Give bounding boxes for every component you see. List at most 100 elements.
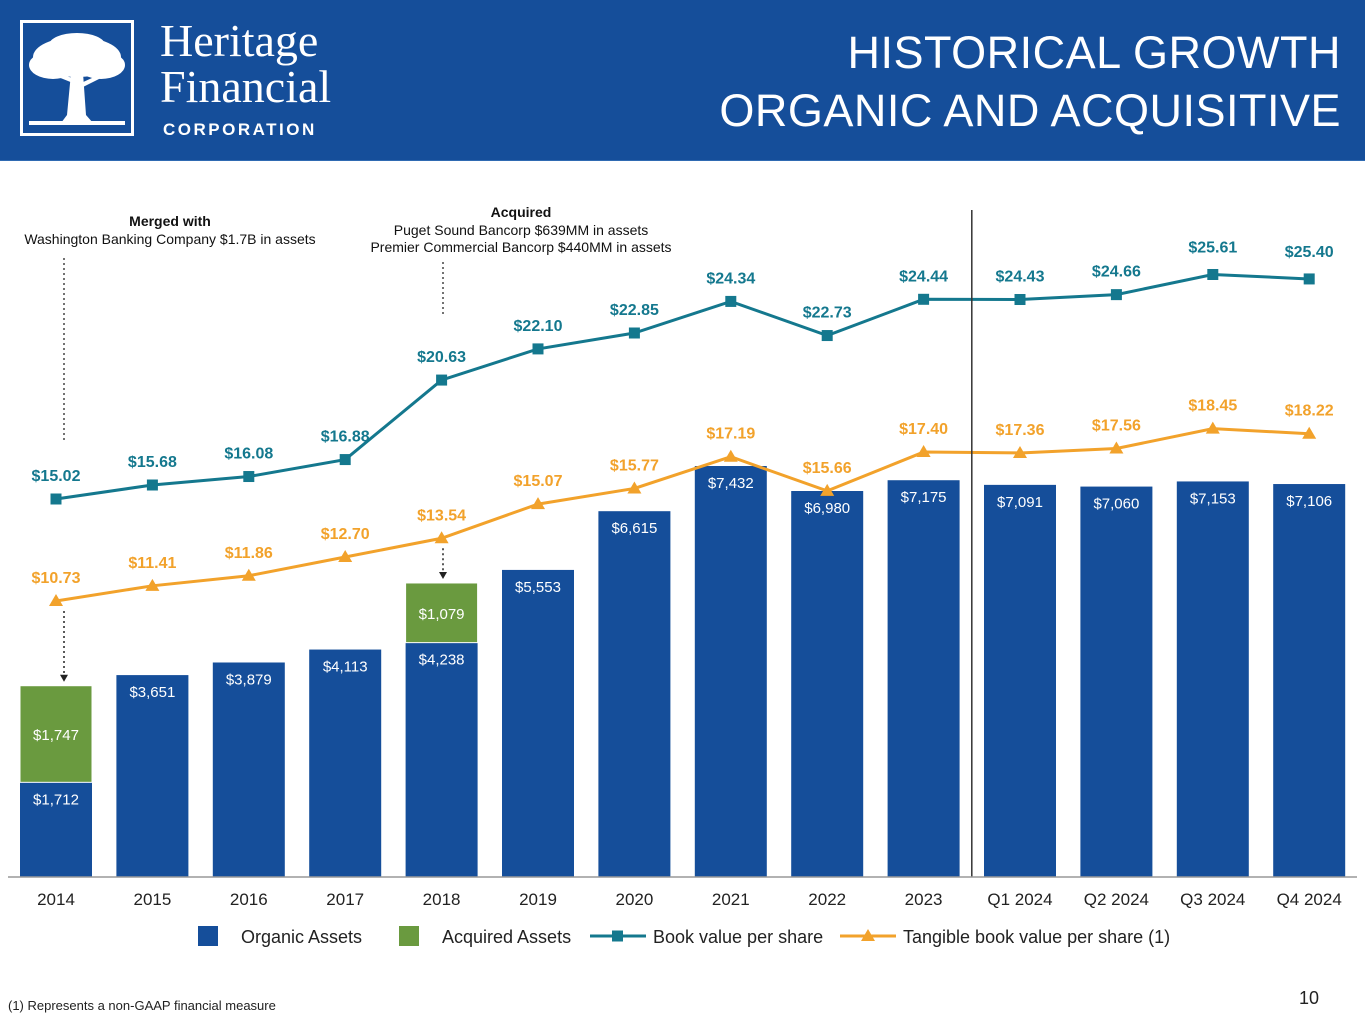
logo-line-1: Heritage: [160, 15, 319, 66]
x-tick-2015: 2015: [133, 890, 171, 909]
bvps-label-2017: $16.88: [321, 429, 370, 446]
organic-label-2020: $6,615: [611, 520, 657, 537]
tbvps-point-2018: [434, 531, 449, 544]
organic-label-q3-2024: $7,153: [1190, 490, 1236, 507]
tbvps-point-2015: [145, 578, 160, 591]
organic-label-2014: $1,712: [33, 791, 79, 808]
logo-wordmark: Heritage Financial: [160, 18, 331, 110]
bvps-point-q1-2024: [1014, 294, 1026, 306]
bvps-label-2014: $15.02: [32, 468, 81, 485]
tbvps-point-q2-2024: [1109, 441, 1124, 454]
bvps-label-q1-2024: $24.43: [996, 269, 1045, 286]
bvps-point-2018: [436, 374, 448, 386]
organic-label-q4-2024: $7,106: [1286, 493, 1332, 510]
bvps-point-2023: [918, 293, 930, 305]
bvps-point-2016: [243, 471, 255, 483]
x-tick-q2-2024: Q2 2024: [1084, 890, 1149, 909]
organic-bar-2018: [405, 642, 478, 877]
organic-bar-q4-2024: [1273, 484, 1346, 877]
bvps-label-2016: $16.08: [224, 446, 273, 463]
bvps-point-2014: [50, 493, 62, 505]
logo-line-2: Financial: [160, 61, 332, 112]
page-number: 10: [1298, 988, 1319, 1008]
organic-bar-2019: [502, 569, 574, 877]
x-tick-2018: 2018: [423, 890, 461, 909]
title-line-1: HISTORICAL GROWTH: [847, 27, 1341, 78]
organic-bar-q2-2024: [1080, 486, 1153, 877]
bvps-label-q2-2024: $24.66: [1092, 264, 1141, 281]
tbvps-label-2018: $13.54: [417, 507, 466, 524]
bvps-label-2023: $24.44: [899, 268, 948, 285]
organic-label-q1-2024: $7,091: [997, 494, 1043, 511]
growth-chart: Merged with Washington Banking Company $1…: [8, 204, 1357, 947]
organic-label-2016: $3,879: [226, 671, 272, 688]
x-tick-2021: 2021: [712, 890, 750, 909]
tbvps-point-2017: [338, 550, 353, 563]
annotation-2014-arrowhead: [60, 674, 68, 682]
annotation-2014-line-1: Washington Banking Company $1.7B in asse…: [24, 231, 315, 247]
tbvps-label-q2-2024: $17.56: [1092, 417, 1141, 434]
bvps-label-q4-2024: $25.40: [1285, 244, 1334, 261]
organic-label-q2-2024: $7,060: [1093, 496, 1139, 513]
title-line-2: ORGANIC AND ACQUISITIVE: [719, 85, 1341, 136]
tbvps-label-2022: $15.66: [803, 460, 852, 477]
tbvps-label-2017: $12.70: [321, 526, 370, 543]
bvps-point-q3-2024: [1207, 268, 1219, 280]
organic-bar-2021: [694, 466, 767, 877]
organic-bar-2020: [598, 511, 671, 877]
organic-bar-2017: [309, 649, 382, 877]
x-tick-2017: 2017: [326, 890, 364, 909]
slide-title: HISTORICAL GROWTH ORGANIC AND ACQUISITIV…: [719, 24, 1341, 140]
organic-label-2021: $7,432: [708, 475, 754, 492]
bvps-label-2020: $22.85: [610, 302, 659, 319]
bvps-point-2022: [821, 330, 833, 342]
annotation-2018-arrowhead: [439, 571, 447, 579]
legend-tbvps-marker: [861, 929, 875, 941]
x-tick-2020: 2020: [615, 890, 653, 909]
tbvps-line: [55, 427, 1310, 603]
x-tick-2019: 2019: [519, 890, 557, 909]
logo-emblem: [20, 20, 134, 136]
footnote: (1) Represents a non-GAAP financial meas…: [8, 998, 276, 1013]
tbvps-point-2021: [723, 449, 738, 462]
bvps-point-2017: [339, 454, 351, 466]
bvps-point-q2-2024: [1110, 289, 1122, 301]
organic-label-2019: $5,553: [515, 579, 561, 596]
bvps-point-2021: [725, 295, 737, 307]
tbvps-label-2019: $15.07: [514, 473, 563, 490]
acquired-bar-2014: [19, 685, 93, 783]
legend-tbvps-label: Tangible book value per share (1): [903, 927, 1170, 947]
tbvps-point-2020: [627, 481, 642, 494]
annotation-2018-line-1: Puget Sound Bancorp $639MM in assets: [394, 222, 649, 238]
organic-label-2022: $6,980: [804, 500, 850, 517]
organic-bar-q1-2024: [984, 484, 1056, 877]
x-tick-2014: 2014: [37, 890, 75, 909]
tbvps-point-2022: [820, 483, 835, 496]
bvps-label-2015: $15.68: [128, 454, 177, 471]
tbvps-label-2016: $11.86: [225, 545, 273, 562]
annotation-2018-title: Acquired: [491, 204, 552, 220]
tbvps-label-2014: $10.73: [32, 570, 81, 587]
logo-subtitle: CORPORATION: [163, 120, 317, 139]
organic-label-2017: $4,113: [323, 659, 368, 676]
tbvps-point-q3-2024: [1205, 421, 1220, 434]
tbvps-label-2020: $15.77: [610, 457, 659, 474]
organic-bar-2022: [791, 491, 864, 877]
tbvps-label-q1-2024: $17.36: [996, 422, 1045, 439]
bvps-point-2019: [532, 343, 544, 355]
x-tick-q4-2024: Q4 2024: [1277, 890, 1342, 909]
organic-bar-2014: [20, 782, 92, 877]
bvps-line: [55, 272, 1310, 501]
tbvps-label-2015: $11.41: [128, 555, 176, 572]
organic-bar-2016: [212, 662, 285, 877]
x-tick-2023: 2023: [905, 890, 943, 909]
x-tick-q1-2024: Q1 2024: [987, 890, 1052, 909]
tree-icon: [29, 33, 125, 125]
legend-bvps-marker: [612, 930, 623, 942]
tbvps-label-2021: $17.19: [706, 426, 755, 443]
organic-label-2023: $7,175: [901, 489, 947, 506]
bvps-point-q4-2024: [1303, 273, 1315, 285]
tbvps-point-2016: [241, 568, 256, 581]
legend-acquired-label: Acquired Assets: [442, 927, 571, 947]
organic-bar-2015: [116, 675, 189, 877]
